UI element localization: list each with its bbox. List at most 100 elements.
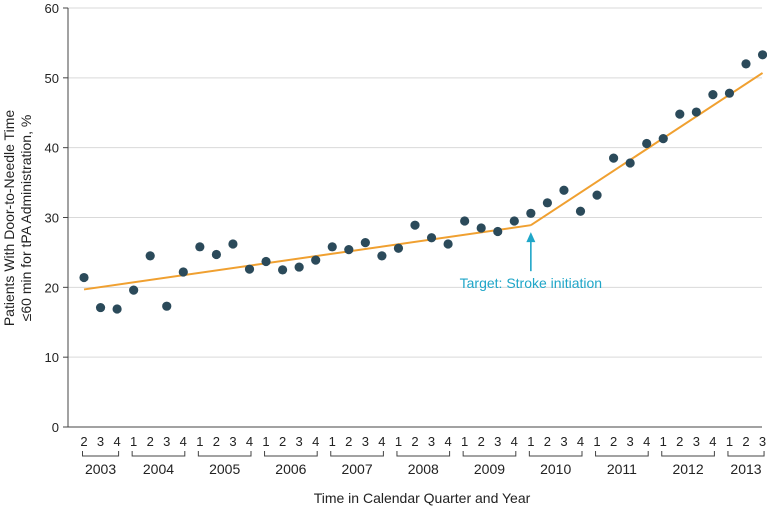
x-tick-label: 2 [676,434,683,449]
year-label: 2007 [341,461,372,477]
data-point [211,249,221,260]
year-bracket [661,451,715,457]
x-tick-label: 4 [113,434,120,449]
x-tick-label: 2 [742,434,749,449]
y-tick-label: 30 [45,211,59,226]
x-tick-label: 3 [693,434,700,449]
x-tick-label: 4 [577,434,584,449]
data-point [592,190,602,200]
data-point [757,50,767,60]
x-tick-label: 2 [610,434,617,449]
x-tick-label: 4 [709,434,716,449]
x-tick-label: 4 [312,434,319,449]
data-point [244,264,255,274]
x-tick-label: 2 [478,434,485,449]
year-bracket [330,451,384,457]
data-point [360,238,370,248]
y-axis-title-line-2: ≤60 min for tPA Administration, % [18,115,34,322]
x-tick-label: 3 [296,434,303,449]
data-point [112,304,122,314]
data-point [195,242,205,252]
x-tick-label: 1 [593,434,600,449]
data-point [625,158,635,168]
data-point [575,206,586,216]
x-tick-label: 1 [660,434,667,449]
x-tick-label: 2 [213,434,220,449]
data-point [393,243,404,253]
y-axis: 0 10 20 30 40 50 60 [45,1,762,435]
annotation-label: Target: Stroke initiation [460,275,602,291]
year-bracket [727,451,765,457]
year-label: 2010 [540,461,571,477]
data-point [658,133,668,144]
trend-segment [530,72,764,227]
year-label: 2009 [474,461,505,477]
trend-segment [83,224,531,291]
data-point [311,255,321,265]
x-tick-label: 1 [196,434,203,449]
data-point [460,216,470,226]
x-tick-label: 3 [362,434,369,449]
data-point [741,59,751,69]
y-tick-label: 60 [45,1,59,16]
x-tick-label: 3 [627,434,634,449]
x-tick-label: 2 [544,434,551,449]
data-point [542,198,553,208]
data-point [609,153,619,163]
data-point [129,285,139,295]
x-tick-label: 4 [643,434,650,449]
data-point [691,107,701,117]
data-point [344,245,354,255]
data-point [410,220,420,230]
y-tick-label: 0 [52,420,59,435]
data-point [228,239,238,249]
year-label: 2006 [275,461,306,477]
data-point [476,223,486,233]
annotation-arrow-head [526,232,536,243]
x-tick-label: 3 [97,434,104,449]
x-tick-label: 2 [279,434,286,449]
grid-lines [68,7,762,358]
data-point [278,265,288,275]
x-tick-label: 3 [759,434,766,449]
x-tick-label: 4 [180,434,187,449]
year-bracket [595,451,649,457]
x-tick-label: 3 [494,434,501,449]
year-label: 2003 [85,461,116,477]
data-point [145,251,155,261]
data-point [377,251,387,261]
x-tick-label: 3 [560,434,567,449]
data-point [724,88,735,98]
data-point [443,239,453,249]
x-tick-label: 4 [246,434,253,449]
x-tick-label: 1 [395,434,402,449]
x-tick-label: 1 [726,434,733,449]
data-point [294,262,304,272]
year-bracket [197,451,252,457]
data-point [708,89,718,100]
x-tick-label: 2 [411,434,418,449]
year-label: 2008 [408,461,439,477]
x-tick-label: 1 [262,434,269,449]
y-axis-title-line-1: Patients With Door-to-Needle Time [1,110,17,327]
x-tick-label: 3 [428,434,435,449]
x-tick-label: 2 [147,434,154,449]
data-point [426,233,437,243]
data-point [642,138,652,149]
year-label: 2012 [672,461,703,477]
y-tick-label: 10 [45,350,59,365]
x-tick-label: 1 [329,434,336,449]
year-bracket [528,451,583,457]
y-tick-label: 40 [45,141,59,156]
year-bracket [264,451,318,457]
data-point [178,267,188,277]
year-label: 2011 [607,461,637,477]
data-points [79,50,767,314]
data-point [493,226,503,237]
x-tick-label: 2 [80,434,87,449]
x-tick-label: 1 [527,434,534,449]
annotation: Target: Stroke initiation [460,232,602,291]
data-point [675,109,685,119]
